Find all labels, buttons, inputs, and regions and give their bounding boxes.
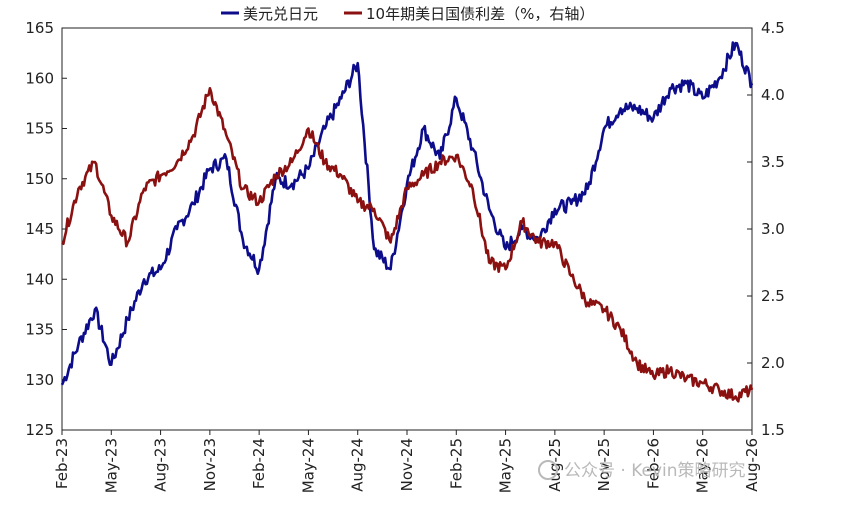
watermark-text: 公众号 · Kevin策略研究 — [564, 461, 746, 481]
x-tick-label: May-25 — [497, 438, 515, 493]
x-tick-label: Nov-24 — [398, 438, 416, 491]
series-line-2 — [61, 87, 754, 403]
y-left-tick-label: 150 — [25, 170, 54, 188]
x-tick-label: May-23 — [102, 438, 120, 493]
x-tick-label: Nov-25 — [595, 438, 613, 491]
y-right-tick-label: 4.0 — [761, 86, 785, 104]
y-left-tick-label: 140 — [25, 270, 54, 288]
y-left-tick-label: 145 — [25, 220, 54, 238]
x-tick-label: Nov-23 — [201, 438, 219, 491]
watermark: 公众号 · Kevin策略研究 — [538, 460, 746, 481]
legend: 美元兑日元 10年期美日国债利差（%，右轴） — [221, 5, 594, 23]
series-line-1 — [60, 41, 754, 386]
y-right-tick-label: 1.5 — [761, 421, 785, 439]
series-group — [60, 41, 754, 403]
y-right-tick-label: 2.0 — [761, 354, 785, 372]
y-left-tick-label: 155 — [25, 120, 54, 138]
x-tick-label: May-26 — [694, 438, 712, 493]
y-left-tick-label: 135 — [25, 321, 54, 339]
x-tick-label: Feb-24 — [250, 438, 268, 489]
x-tick-label: Aug-26 — [743, 438, 761, 492]
y-right-tick-label: 3.0 — [761, 220, 785, 238]
legend-label-2: 10年期美日国债利差（%，右轴） — [366, 5, 594, 23]
legend-label-1: 美元兑日元 — [243, 5, 318, 23]
x-tick-label: Aug-23 — [152, 438, 170, 492]
y-left-tick-label: 165 — [25, 19, 54, 37]
y-left-tick-label: 130 — [25, 371, 54, 389]
x-tick-label: Feb-26 — [644, 438, 662, 489]
y-left-tick-label: 125 — [25, 421, 54, 439]
x-tick-label: Feb-25 — [447, 438, 465, 489]
y-right-tick-label: 3.5 — [761, 153, 785, 171]
x-tick-label: May-24 — [299, 438, 317, 493]
y-left-tick-label: 160 — [25, 69, 54, 87]
x-tick-label: Feb-23 — [53, 438, 71, 489]
y-right-tick-label: 4.5 — [761, 19, 785, 37]
y-right-tick-label: 2.5 — [761, 287, 785, 305]
axes: 125 130 135 140 145 150 155 160 165 1.5 2.0 2.5 3.0 3… — [25, 19, 785, 493]
x-tick-label: Aug-24 — [349, 438, 367, 492]
wechat-icon — [538, 460, 558, 480]
